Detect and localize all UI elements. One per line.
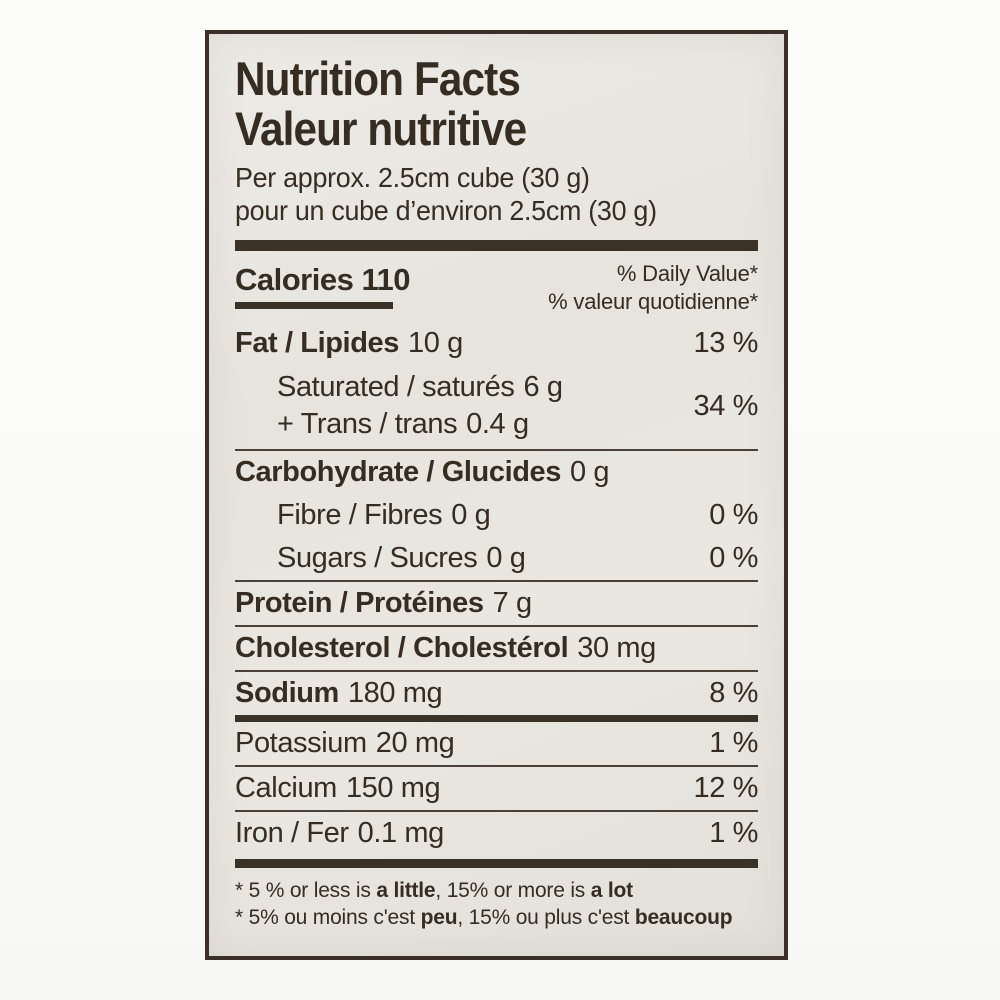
sugars-name: Sugars / Sucres (277, 542, 478, 574)
divider (235, 810, 758, 812)
nutrient-rows: Fat / Lipides 10 g 13 % Saturated / satur… (235, 322, 758, 868)
potassium-dv: 1 % (709, 727, 758, 759)
calories-underline-bar (235, 302, 393, 309)
row-sugars: Sugars / Sucres 0 g 0 % (235, 537, 758, 580)
row-iron: Iron / Fer 0.1 mg 1 % (235, 812, 758, 855)
row-potassium: Potassium 20 mg 1 % (235, 722, 758, 765)
title-en: Nutrition Facts (235, 52, 521, 105)
footnote-fr-mid: , 15% ou plus c'est (457, 906, 635, 929)
footnote-fr-text: * 5% ou moins c'est (235, 906, 421, 929)
potassium-name: Potassium (235, 727, 367, 759)
footnote-en-mid: , 15% or more is (435, 879, 591, 902)
calories-label: Calories (235, 262, 354, 297)
title-fr: Valeur nutritive (235, 102, 527, 155)
calories-value: 110 (361, 262, 410, 297)
saturated-line: Saturated / saturés 6 g (277, 369, 563, 406)
saturated-name: Saturated / saturés (277, 371, 515, 403)
fibre-name: Fibre / Fibres (277, 499, 443, 531)
sodium-amount: 180 mg (347, 677, 443, 709)
trans-name: + Trans / trans (277, 408, 458, 440)
iron-dv: 1 % (709, 817, 758, 849)
divider (235, 580, 758, 582)
daily-value-header-en: % Daily Value* (616, 261, 758, 286)
divider-thick-top (235, 240, 758, 251)
row-fat: Fat / Lipides 10 g 13 % (235, 322, 758, 365)
calcium-name: Calcium (235, 772, 337, 804)
potassium-amount: 20 mg (375, 727, 455, 759)
protein-name: Protein / Protéines (235, 587, 484, 619)
carbohydrate-amount: 0 g (570, 456, 610, 488)
footnote-en-text: * 5 % or less is (235, 879, 377, 902)
sugars-amount: 0 g (486, 542, 526, 574)
iron-name: Iron / Fer (235, 817, 349, 849)
serving-size-en: Per approx. 2.5cm cube (30 g) (235, 162, 590, 193)
calcium-amount: 150 mg (345, 772, 441, 804)
divider-thick-bottom (235, 859, 758, 868)
calories-block: Calories 110 % Daily Value* % valeur quo… (235, 260, 758, 316)
divider (235, 625, 758, 627)
calories: Calories 110 (235, 260, 410, 316)
row-cholesterol: Cholesterol / Cholestérol 30 mg (235, 627, 758, 670)
sodium-dv: 8 % (709, 677, 758, 709)
divider (235, 765, 758, 767)
row-fibre: Fibre / Fibres 0 g 0 % (235, 494, 758, 537)
fibre-amount: 0 g (451, 499, 491, 531)
sugars-dv: 0 % (709, 542, 758, 574)
footnotes: * 5 % or less is a little, 15% or more i… (235, 877, 758, 931)
divider (235, 449, 758, 451)
daily-value-header-fr: % valeur quotidienne* (548, 289, 758, 314)
calcium-dv: 12 % (693, 772, 759, 804)
divider (235, 670, 758, 672)
fat-amount: 10 g (408, 327, 463, 359)
divider-medium (235, 715, 758, 722)
row-saturated-trans: Saturated / saturés 6 g + Trans / trans 0.… (235, 365, 758, 449)
row-protein: Protein / Protéines 7 g (235, 582, 758, 625)
daily-value-header: % Daily Value* % valeur quotidienne* (548, 260, 758, 316)
footnote-fr-bold2: beaucoup (634, 906, 733, 929)
footnote-en: * 5 % or less is a little, 15% or more i… (235, 877, 758, 904)
row-calcium: Calcium 150 mg 12 % (235, 767, 758, 810)
footnote-en-bold2: a lot (590, 879, 633, 902)
footnote-fr-bold1: peu (420, 906, 458, 929)
iron-amount: 0.1 mg (357, 817, 445, 849)
row-carbohydrate: Carbohydrate / Glucides 0 g (235, 451, 758, 494)
cholesterol-amount: 30 mg (577, 632, 656, 664)
saturated-amount: 6 g (523, 371, 563, 403)
serving-size-fr: pour un cube d’environ 2.5cm (30 g) (235, 195, 657, 226)
fat-name: Fat / Lipides (235, 327, 399, 359)
protein-amount: 7 g (492, 587, 533, 619)
nutrition-facts-label: Nutrition Facts Valeur nutritive Per app… (205, 30, 788, 960)
footnote-fr: * 5% ou moins c'est peu, 15% ou plus c'e… (235, 904, 758, 931)
fat-dv: 13 % (693, 327, 759, 359)
trans-amount: 0.4 g (466, 408, 529, 440)
fibre-dv: 0 % (709, 499, 758, 531)
cholesterol-name: Cholesterol / Cholestérol (235, 632, 569, 664)
footnote-en-bold1: a little (376, 879, 436, 902)
saturated-trans-dv: 34 % (693, 389, 759, 422)
trans-line: + Trans / trans 0.4 g (277, 406, 563, 443)
row-sodium: Sodium 180 mg 8 % (235, 672, 758, 715)
sodium-name: Sodium (235, 677, 339, 709)
carbohydrate-name: Carbohydrate / Glucides (235, 456, 561, 488)
